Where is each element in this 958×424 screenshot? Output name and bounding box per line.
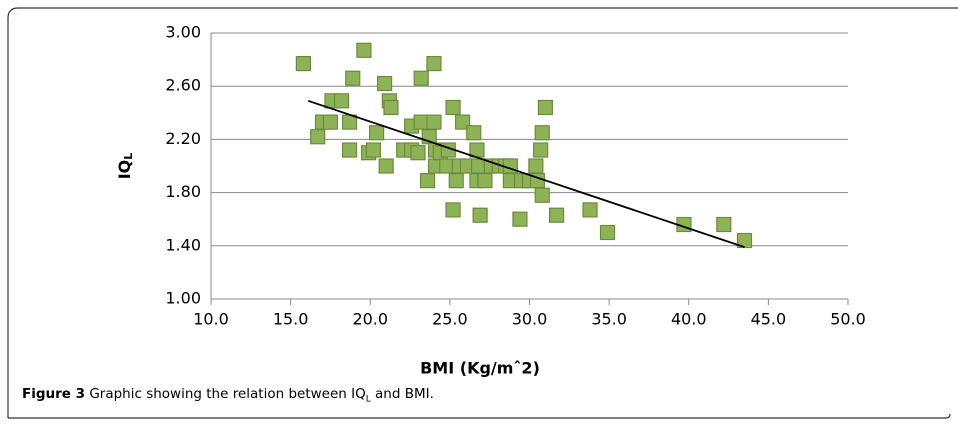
point	[736, 232, 753, 249]
point	[413, 70, 429, 86]
point	[376, 75, 393, 92]
point	[333, 93, 350, 109]
point	[477, 173, 493, 189]
point	[410, 145, 426, 161]
y-axis-label: IQL	[115, 153, 136, 180]
x-axis-label: BMI (Kg/mˆ2)	[420, 359, 540, 378]
point	[322, 114, 339, 130]
point	[455, 114, 471, 130]
x-tick-label: 40.0	[671, 310, 707, 329]
point	[472, 207, 488, 223]
point	[537, 99, 554, 116]
point	[419, 173, 436, 189]
point	[295, 55, 311, 72]
y-tick-label: 1.00	[165, 289, 201, 308]
frame	[7, 7, 958, 419]
point	[716, 216, 732, 233]
point	[533, 142, 549, 158]
point	[548, 207, 565, 223]
point	[445, 99, 461, 116]
point	[341, 142, 358, 158]
caption-sub: L	[365, 394, 371, 405]
y-axis-label-sub: L	[122, 153, 135, 160]
point	[466, 125, 482, 141]
point	[470, 158, 487, 174]
point	[383, 99, 399, 116]
point	[365, 142, 382, 158]
y-tick-label: 1.80	[165, 182, 201, 201]
point	[310, 129, 326, 145]
point	[378, 158, 394, 174]
point	[356, 42, 372, 58]
point	[445, 202, 461, 218]
point	[582, 202, 598, 218]
point	[345, 70, 361, 86]
point	[439, 158, 455, 174]
point	[534, 187, 550, 203]
point	[426, 55, 442, 72]
point	[413, 114, 429, 130]
point	[534, 125, 550, 141]
point	[528, 158, 544, 174]
point	[369, 125, 385, 141]
x-tick-label: 45.0	[751, 310, 787, 329]
x-tick-label: 35.0	[591, 310, 627, 329]
caption-text: Graphic showing the relation between IQ	[89, 386, 366, 402]
x-tick-label: 50.0	[830, 310, 866, 329]
y-tick-label: 2.60	[165, 76, 201, 95]
point	[512, 211, 528, 227]
y-tick-label: 3.00	[165, 23, 201, 42]
y-tick-label: 1.40	[165, 235, 201, 254]
y-axis-label-main: IQ	[115, 160, 134, 180]
caption: Figure 3 Graphic showing the relation be…	[22, 386, 434, 405]
x-tick-label: 10.0	[193, 310, 229, 329]
caption-label: Figure 3	[22, 386, 86, 402]
caption-tail: and BMI.	[375, 386, 434, 402]
point	[599, 224, 616, 241]
trendline	[307, 99, 745, 248]
y-tick-label: 2.20	[165, 129, 201, 148]
x-tick-label: 25.0	[432, 310, 468, 329]
point	[448, 173, 464, 189]
x-tick-label: 15.0	[273, 310, 309, 329]
x-tick-label: 20.0	[352, 310, 388, 329]
x-tick-label: 30.0	[512, 310, 548, 329]
point	[426, 114, 442, 130]
